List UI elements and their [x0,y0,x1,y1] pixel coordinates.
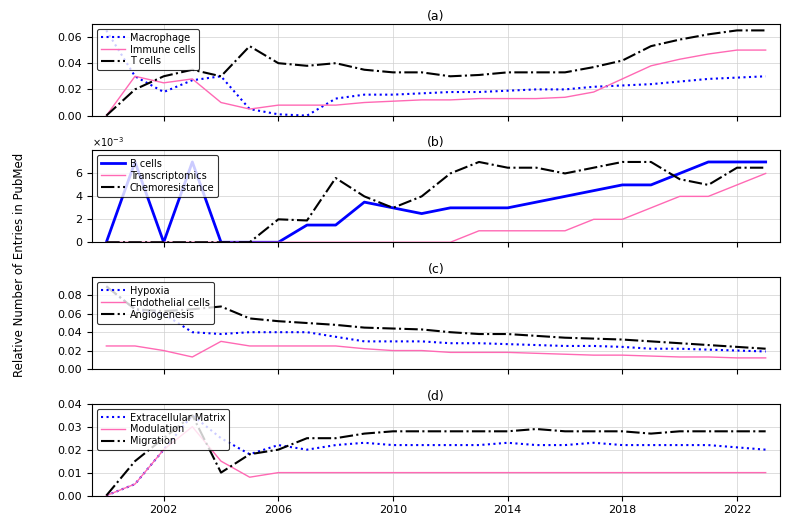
Text: $\times10^{-3}$: $\times10^{-3}$ [92,135,124,148]
Legend: B cells, Transcriptomics, Chemoresistance: B cells, Transcriptomics, Chemoresistanc… [97,155,218,197]
Title: (b): (b) [427,136,445,149]
Title: (c): (c) [428,263,444,276]
Text: Relative Number of Entries in PubMed: Relative Number of Entries in PubMed [14,153,26,377]
Legend: Extracellular Matrix, Modulation, Migration: Extracellular Matrix, Modulation, Migrat… [97,409,230,450]
Title: (d): (d) [427,390,445,403]
Legend: Macrophage, Immune cells, T cells: Macrophage, Immune cells, T cells [97,29,199,70]
Legend: Hypoxia, Endothelial cells, Angiogenesis: Hypoxia, Endothelial cells, Angiogenesis [97,282,214,324]
Title: (a): (a) [427,10,445,23]
